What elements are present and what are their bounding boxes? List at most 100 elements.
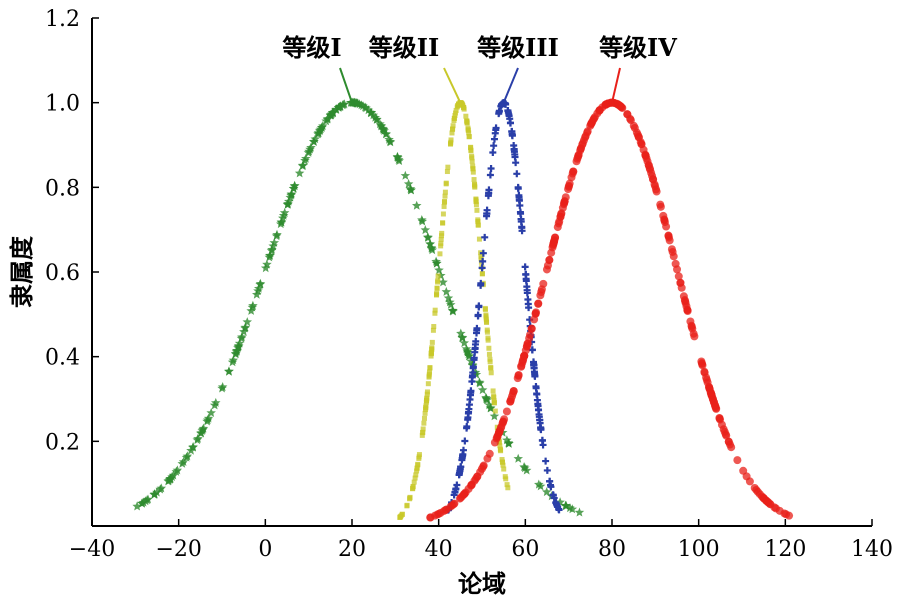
data-point (412, 475, 418, 481)
data-point (450, 123, 456, 129)
data-point (431, 324, 437, 330)
data-point (284, 196, 294, 206)
data-point (683, 307, 692, 316)
data-point (510, 146, 518, 154)
data-point (421, 420, 427, 426)
data-point (578, 139, 587, 148)
data-point (431, 256, 441, 266)
annotation-leader (443, 67, 462, 104)
data-point (560, 197, 569, 206)
data-point (452, 485, 460, 493)
data-point (486, 345, 492, 351)
data-point (469, 158, 475, 164)
data-point (463, 423, 471, 431)
data-point (523, 289, 531, 297)
data-point (209, 400, 220, 410)
data-point (236, 333, 247, 343)
data-point (426, 371, 432, 377)
data-point (410, 484, 416, 490)
y-tick-label: 0.6 (45, 261, 80, 286)
data-point (527, 324, 536, 333)
data-point (411, 479, 417, 485)
data-point (379, 125, 389, 135)
data-point (513, 453, 523, 463)
data-point (492, 124, 500, 132)
data-point (547, 481, 555, 489)
data-point (586, 121, 595, 130)
data-point (564, 182, 573, 191)
data-point (397, 514, 403, 520)
data-point (385, 137, 396, 147)
data-point (473, 329, 481, 337)
data-point (466, 130, 472, 136)
data-point (715, 413, 724, 422)
data-point (495, 110, 503, 118)
data-point (502, 474, 508, 480)
data-point (506, 115, 514, 123)
data-point (553, 502, 561, 510)
data-point (168, 470, 179, 480)
data-point (399, 511, 405, 517)
data-point (677, 283, 686, 292)
data-point (465, 405, 473, 413)
data-point (567, 504, 578, 514)
y-tick-label: 1.2 (45, 7, 80, 32)
data-point (489, 148, 497, 156)
data-point (483, 312, 489, 318)
data-point (439, 230, 445, 236)
data-point (448, 305, 458, 315)
data-point (460, 489, 469, 498)
data-point (149, 489, 159, 499)
data-point (429, 339, 435, 345)
data-point (490, 135, 498, 143)
data-point (472, 182, 478, 188)
data-point (376, 120, 386, 130)
data-point (470, 163, 476, 169)
data-point (689, 329, 698, 338)
data-point (649, 175, 658, 184)
data-point (442, 189, 448, 195)
data-point (193, 433, 203, 443)
data-point (500, 459, 506, 465)
data-point (556, 212, 565, 221)
data-point (463, 113, 469, 119)
data-point (504, 482, 510, 488)
data-point (514, 370, 523, 379)
data-point (745, 477, 754, 486)
data-point (506, 397, 515, 406)
data-point (680, 296, 689, 305)
data-point (492, 408, 498, 414)
data-point (698, 360, 707, 369)
data-point (486, 171, 494, 179)
data-point (524, 295, 532, 303)
data-point (427, 365, 433, 371)
data-point (393, 152, 403, 162)
data-point (384, 134, 394, 144)
data-point (422, 410, 428, 416)
data-point (700, 367, 709, 376)
y-tick-label: 0.4 (45, 346, 80, 371)
data-point (535, 481, 546, 491)
data-point (707, 390, 716, 399)
data-point (616, 102, 625, 111)
data-point (233, 340, 244, 350)
annotation-label: 等级IV (599, 33, 677, 62)
data-point (459, 338, 469, 348)
data-point (644, 161, 653, 170)
annotation-label: 等级II (369, 33, 439, 62)
data-point (535, 413, 543, 421)
data-point (470, 166, 476, 172)
data-point (435, 279, 441, 285)
data-point (417, 215, 427, 225)
x-tick-label: 80 (598, 537, 626, 562)
data-point (515, 195, 523, 203)
data-point (496, 440, 502, 446)
x-tick-label: 100 (678, 537, 720, 562)
data-point (475, 222, 481, 228)
data-point (471, 345, 479, 353)
data-point (466, 134, 472, 140)
data-point (352, 98, 362, 108)
data-point (276, 219, 286, 229)
data-point (464, 413, 472, 421)
data-point (482, 307, 488, 313)
